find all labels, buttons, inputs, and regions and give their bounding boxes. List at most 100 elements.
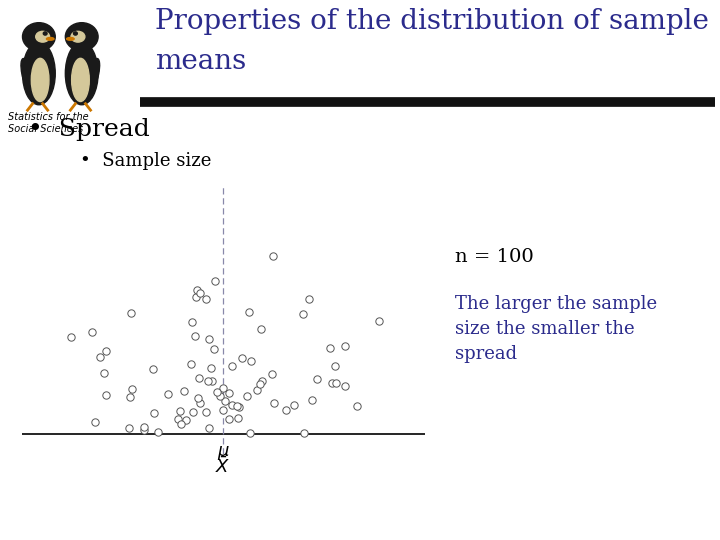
Point — [326, 378, 338, 387]
Point — [98, 368, 109, 377]
Point — [125, 309, 136, 318]
Point — [189, 332, 201, 341]
Point — [173, 414, 184, 423]
Point — [234, 403, 246, 411]
Point — [203, 335, 215, 343]
Circle shape — [43, 32, 47, 35]
Point — [217, 383, 229, 392]
Point — [220, 397, 231, 406]
Point — [194, 399, 206, 408]
Text: n = 100: n = 100 — [455, 248, 534, 266]
Text: $\mu$: $\mu$ — [217, 444, 230, 462]
Ellipse shape — [89, 58, 99, 89]
Ellipse shape — [66, 37, 74, 40]
Text: •  Sample size: • Sample size — [80, 152, 212, 170]
Ellipse shape — [46, 37, 54, 40]
Ellipse shape — [21, 58, 32, 89]
Point — [138, 423, 150, 431]
Point — [297, 309, 309, 318]
Point — [255, 325, 266, 333]
Point — [298, 429, 310, 437]
Ellipse shape — [22, 42, 55, 105]
Point — [232, 413, 243, 422]
Point — [186, 318, 198, 326]
Point — [241, 392, 253, 400]
Ellipse shape — [32, 58, 49, 102]
Circle shape — [73, 32, 77, 35]
Point — [207, 376, 218, 385]
Point — [246, 357, 257, 366]
Point — [210, 276, 221, 285]
Point — [124, 393, 135, 401]
Point — [186, 360, 197, 368]
Circle shape — [66, 23, 98, 51]
Point — [256, 377, 268, 386]
Ellipse shape — [71, 31, 85, 42]
Point — [303, 295, 315, 303]
Text: The larger the sample
size the smaller the
spread: The larger the sample size the smaller t… — [455, 295, 657, 363]
Point — [94, 353, 105, 361]
Text: Macintosh PICT
image format
is not supported: Macintosh PICT image format is not suppo… — [99, 270, 331, 350]
Point — [245, 429, 256, 437]
Point — [311, 375, 323, 383]
Point — [100, 391, 112, 400]
Point — [330, 379, 342, 387]
Point — [86, 328, 98, 336]
Point — [138, 426, 150, 434]
Point — [194, 374, 205, 382]
Point — [215, 392, 226, 400]
Point — [202, 377, 213, 386]
Text: $\bar{X}$: $\bar{X}$ — [215, 456, 231, 477]
Ellipse shape — [36, 31, 50, 42]
Point — [267, 252, 279, 261]
Point — [280, 406, 292, 415]
Text: Properties of the distribution of sample: Properties of the distribution of sample — [155, 8, 709, 35]
Point — [289, 400, 300, 409]
Text: Statistics for the
Social Sciences: Statistics for the Social Sciences — [8, 112, 89, 133]
Point — [200, 408, 212, 416]
Point — [374, 316, 385, 325]
Point — [89, 417, 100, 426]
Point — [203, 424, 215, 433]
Point — [306, 396, 318, 404]
Point — [266, 370, 277, 379]
Point — [162, 389, 174, 398]
Point — [192, 286, 203, 294]
Point — [101, 347, 112, 355]
Ellipse shape — [71, 58, 89, 102]
Point — [232, 401, 243, 410]
Point — [66, 333, 77, 341]
Point — [205, 363, 217, 372]
Point — [191, 292, 202, 301]
Point — [253, 380, 265, 388]
Point — [153, 428, 164, 437]
Point — [236, 354, 248, 362]
Point — [211, 388, 222, 396]
Point — [192, 394, 204, 402]
Point — [339, 341, 351, 350]
Point — [124, 424, 135, 433]
Point — [208, 345, 220, 354]
Ellipse shape — [66, 42, 98, 105]
Point — [227, 400, 238, 409]
Text: •  Spread: • Spread — [28, 118, 150, 141]
Point — [243, 307, 255, 316]
Point — [126, 385, 138, 394]
Point — [217, 406, 229, 415]
Point — [180, 415, 192, 424]
Point — [147, 365, 158, 374]
Circle shape — [22, 23, 55, 51]
Point — [174, 407, 186, 416]
Point — [176, 420, 187, 428]
Point — [224, 389, 235, 397]
Point — [224, 415, 235, 423]
Point — [200, 295, 212, 303]
Point — [179, 387, 190, 395]
Text: means: means — [155, 48, 246, 75]
Point — [329, 362, 341, 370]
Point — [268, 399, 279, 408]
Point — [148, 408, 160, 417]
Point — [351, 401, 363, 410]
Point — [325, 344, 336, 353]
Point — [251, 385, 263, 394]
